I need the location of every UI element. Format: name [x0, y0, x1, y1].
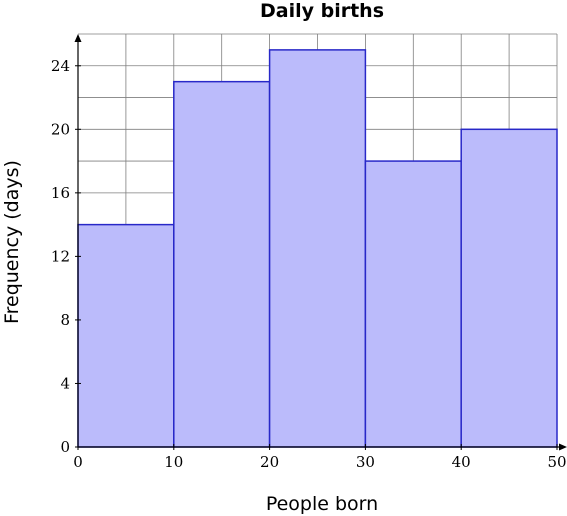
y-tick-label: 8: [60, 311, 70, 329]
tick-labels: 0 10 20 30 40 50 0 4 8 12 16 20 24: [51, 57, 567, 471]
histogram-bar: [364, 160, 462, 448]
x-tick-label: 50: [547, 453, 566, 471]
y-tick-label: 12: [51, 247, 70, 265]
y-axis-label: Frequency (days): [1, 160, 23, 324]
chart-title: Daily births: [260, 0, 384, 22]
y-tick-label: 0: [60, 438, 70, 456]
histogram-bar: [460, 128, 558, 448]
x-tick-label: 30: [356, 453, 375, 471]
histogram-bar: [268, 49, 367, 448]
x-axis-arrow: [559, 443, 567, 451]
y-tick-label: 16: [51, 184, 70, 202]
x-tick-label: 0: [73, 453, 83, 471]
y-tick-label: 4: [60, 374, 70, 392]
histogram-bar: [77, 223, 175, 448]
y-axis-arrow: [74, 34, 82, 42]
bars: [77, 49, 558, 448]
y-tick-label: 20: [51, 120, 70, 138]
x-tick-label: 20: [260, 453, 279, 471]
x-tick-label: 40: [452, 453, 471, 471]
x-axis-label: People born: [266, 493, 378, 515]
x-tick-label: 10: [164, 453, 183, 471]
histogram-bar: [173, 80, 271, 448]
axes: [74, 34, 567, 451]
y-tick-label: 24: [51, 57, 70, 75]
